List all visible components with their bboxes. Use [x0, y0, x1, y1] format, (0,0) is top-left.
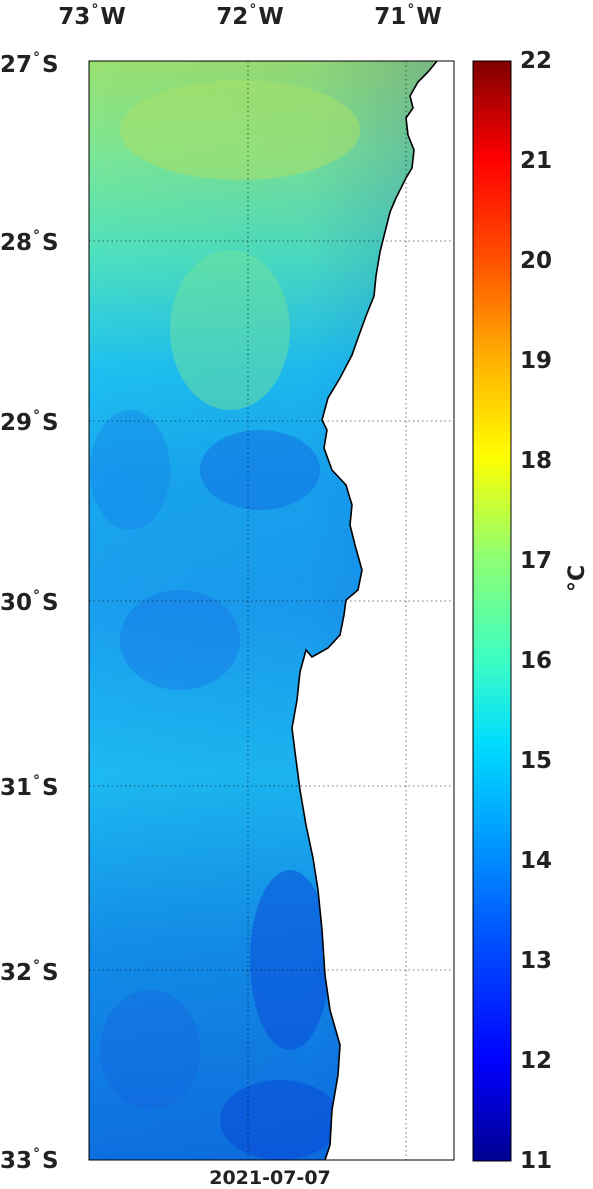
colorbar-tick: 14 — [520, 848, 553, 874]
colorbar-tick: 18 — [520, 448, 553, 474]
longitude-label: 72°W — [216, 2, 284, 30]
colorbar-tick: 19 — [520, 348, 553, 374]
latitude-label: 33°S — [0, 1146, 59, 1174]
colorbar-unit-label: °C — [565, 564, 590, 592]
ocean-temperature-field — [89, 61, 437, 1160]
map-frame — [88, 60, 455, 1161]
latitude-label: 29°S — [0, 408, 59, 436]
colorbar-tick: 12 — [520, 1048, 553, 1074]
longitude-label: 73°W — [58, 2, 126, 30]
colorbar-tick: 20 — [520, 248, 553, 274]
latitude-label: 28°S — [0, 228, 59, 256]
colorbar-tick: 15 — [520, 748, 553, 774]
colorbar-tick: 13 — [520, 948, 553, 974]
colorbar-tick: 21 — [520, 148, 553, 174]
longitude-label: 71°W — [374, 2, 442, 30]
colorbar-tick: 11 — [520, 1148, 553, 1174]
latitude-label: 30°S — [0, 588, 59, 616]
colorbar — [472, 60, 512, 1162]
colorbar-tick: 17 — [520, 548, 553, 574]
coastline — [291, 60, 438, 1161]
colorbar-tick: 16 — [520, 648, 553, 674]
latitude-label: 31°S — [0, 773, 59, 801]
graticule — [89, 61, 454, 1160]
colorbar-tick: 22 — [520, 48, 553, 74]
latitude-label: 27°S — [0, 50, 59, 78]
map-date-label: 2021-07-07 — [209, 1167, 331, 1189]
latitude-label: 32°S — [0, 958, 59, 986]
